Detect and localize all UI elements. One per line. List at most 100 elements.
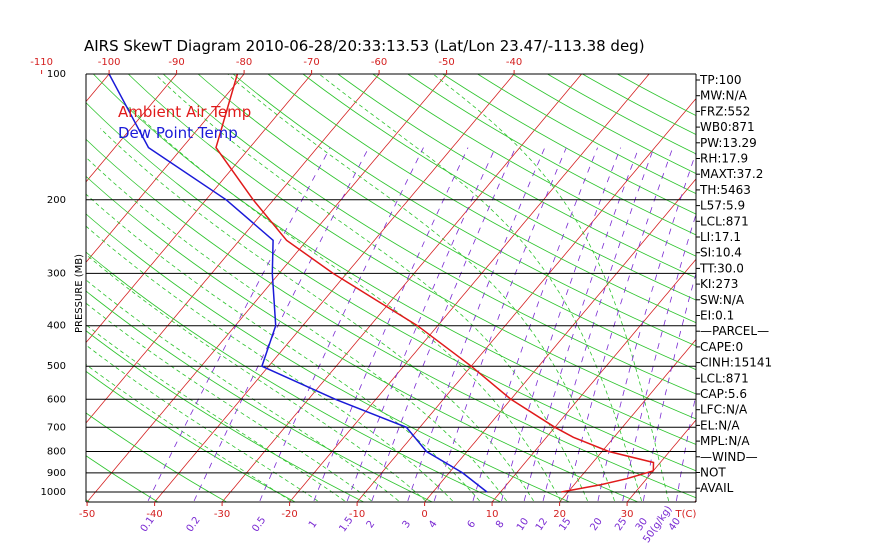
bottom-temp-tick-label: 0 <box>421 509 427 520</box>
stability-index-label: CAP:5.6 <box>700 387 747 401</box>
pressure-tick-label: 100 <box>47 69 66 80</box>
stability-index-label: FRZ:552 <box>700 104 750 118</box>
bottom-temp-tick-label: -30 <box>214 509 230 520</box>
dry-adiabat-line <box>477 74 696 195</box>
mixing-ratio-line <box>407 147 546 502</box>
isotherm-line <box>424 178 696 502</box>
dry-adiabat-line <box>86 175 640 502</box>
dry-adiabat-line <box>128 74 696 420</box>
stability-index-label: LI:17.1 <box>700 230 741 244</box>
mixing-ratio-line <box>193 147 370 502</box>
stability-index-label: L57:5.9 <box>700 199 745 213</box>
isotherm-line <box>356 97 696 502</box>
dry-adiabat-line <box>267 74 696 324</box>
top-temp-tick-label: -70 <box>303 57 319 68</box>
mixing-ratio-tick-label: 1 <box>307 519 320 531</box>
stability-index-label: —PARCEL— <box>700 324 769 338</box>
y-axis-label: PRESSURE (MB) <box>74 254 85 333</box>
stability-index-label: RH:17.9 <box>700 152 748 166</box>
stability-index-label: SI:10.4 <box>700 246 742 260</box>
pressure-tick-label: 900 <box>47 468 66 479</box>
stability-index-label: MPL:N/A <box>700 434 750 448</box>
moist-adiabat-line <box>86 279 399 502</box>
isotherm-line <box>86 74 380 424</box>
dry-adiabat-line <box>372 74 696 257</box>
dry-adiabat-line <box>442 74 696 215</box>
top-temp-tick-label: -90 <box>168 57 184 68</box>
stability-index-label: TH:5463 <box>699 183 751 197</box>
moist-adiabat-line <box>86 302 372 502</box>
bottom-temp-tick-label: T(C) <box>675 509 697 520</box>
mixing-ratio-tick-label: 3 <box>401 519 414 531</box>
legend-dew-point-temp: Dew Point Temp <box>118 124 238 142</box>
top-temp-tick-label: -40 <box>506 57 522 68</box>
dry-adiabat-line <box>302 74 696 301</box>
dry-adiabat-line <box>93 74 696 445</box>
stability-index-label: MW:N/A <box>700 89 748 103</box>
dry-adiabat-line <box>86 102 696 472</box>
profiles <box>108 74 655 493</box>
stability-index-label: LFC:N/A <box>700 403 748 417</box>
dry-adiabat-line <box>547 74 696 155</box>
ambient-air-temp-line <box>215 74 655 493</box>
stability-index-label: TP:100 <box>699 73 742 87</box>
moist-adiabat-line <box>100 128 534 502</box>
bottom-temp-tick-label: 30 <box>621 509 634 520</box>
stability-index-label: MAXT:37.2 <box>700 167 763 181</box>
mixing-ratio-tick-label: 4 <box>427 519 440 531</box>
mixing-ratio-line <box>501 147 621 502</box>
pressure-tick-label: 300 <box>47 268 66 279</box>
dry-adiabat-line <box>86 251 502 502</box>
pressure-tick-label: 800 <box>47 447 66 458</box>
pressure-tick-label: 1000 <box>41 487 66 498</box>
dry-adiabat-line <box>86 138 696 499</box>
dry-adiabat-line <box>337 74 696 279</box>
dew-point-temp-line <box>108 74 488 493</box>
dry-adiabat-line <box>86 213 571 502</box>
bottom-temp-tick-label: 20 <box>553 509 566 520</box>
mixing-ratio-tick-label: 10 <box>515 516 531 533</box>
stability-index-label: EI:0.1 <box>700 309 734 323</box>
moist-adiabat-line <box>227 74 615 502</box>
pressure-tick-label: 200 <box>47 195 66 206</box>
bottom-temp-tick-label: 10 <box>486 509 499 520</box>
moist-adiabat-line <box>86 193 480 502</box>
stability-index-label: NOT <box>700 466 726 480</box>
mixing-ratio-tick-label: 12 <box>534 516 550 533</box>
bottom-temp-tick-label: -40 <box>146 509 162 520</box>
mixing-ratio-line <box>147 147 331 502</box>
isotherm-line <box>86 74 447 502</box>
moist-adiabat-line <box>86 225 453 502</box>
mixing-ratio-tick-label: 20 <box>588 516 604 533</box>
mixing-ratio-tick-label: 6 <box>466 519 479 531</box>
stability-index-label: TT:30.0 <box>699 261 744 275</box>
moist-adiabat-line <box>86 253 426 502</box>
moist-adiabat-line <box>129 106 561 502</box>
dry-adiabat-line <box>86 330 365 502</box>
isotherm-line <box>86 74 177 183</box>
top-temp-tick-label: -80 <box>236 57 252 68</box>
isotherm-line <box>626 419 696 502</box>
stability-index-label: SW:N/A <box>700 293 745 307</box>
stability-index-label: LCL:871 <box>700 371 749 385</box>
stability-index-label: —WIND— <box>700 450 758 464</box>
mixing-ratio-tick-label: 0.5 <box>250 515 268 534</box>
bottom-temp-tick-label: -50 <box>79 509 95 520</box>
mixing-ratio-tick-label: 8 <box>494 519 507 531</box>
legend-ambient-air-temp: Ambient Air Temp <box>118 103 251 121</box>
moist-adiabat-line <box>432 74 669 501</box>
stability-index-label: WB0:871 <box>700 120 755 134</box>
dry-adiabat-line <box>407 74 696 236</box>
isotherm-line <box>86 74 110 103</box>
dry-adiabat-line <box>512 74 696 175</box>
moist-adiabat-line <box>86 324 345 502</box>
dry-adiabat-line <box>86 370 296 502</box>
isotherm-line <box>0 74 42 503</box>
top-temp-tick-label: -110 <box>30 57 53 68</box>
isotherm-line <box>761 74 870 503</box>
pressure-tick-label: 600 <box>47 394 66 405</box>
dry-adiabat-line <box>86 412 228 502</box>
stability-index-label: EL:N/A <box>700 418 740 432</box>
dry-adiabat-line <box>86 290 434 502</box>
